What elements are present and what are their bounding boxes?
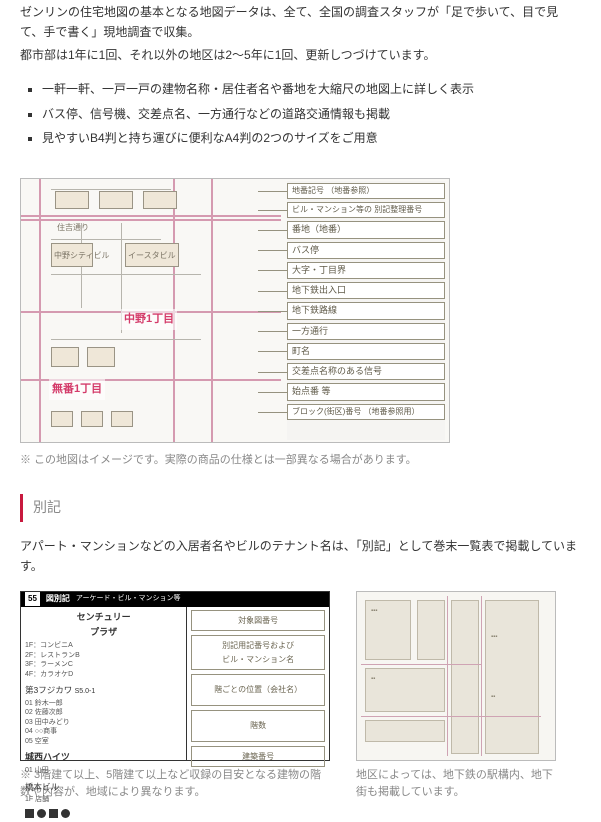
- figure-sample-map: 住吉通り 中野シティビル イースタビル 中野1丁目 無番1丁目 地番記号 （地番…: [20, 178, 450, 443]
- intro-line-1: ゼンリンの住宅地図の基本となる地図データは、全て、全国の調査スタッフが「足で歩い…: [20, 2, 581, 43]
- marker-icon: [49, 809, 58, 818]
- map-area-label-2: 無番1丁目: [49, 379, 105, 400]
- legend-item: ビル・マンション等の 別記整理番号: [287, 202, 445, 218]
- legend-item: 交差点名称のある信号: [287, 363, 445, 380]
- fig2-building-name: 橋本ビル: [25, 780, 182, 794]
- legend-item: バス停: [287, 242, 445, 259]
- fig2-line: 3F：ラーメンC: [25, 660, 182, 669]
- fig2-line: 2F：レストランB: [25, 651, 182, 660]
- fig3-tiny-label: ▪▪: [371, 674, 375, 684]
- fig2-right-label: 別記用記番号および ビル・マンション名: [191, 635, 325, 670]
- fig2-line: 02 佐藤次郎: [25, 708, 182, 717]
- intro-paragraph: ゼンリンの住宅地図の基本となる地図データは、全て、全国の調査スタッフが「足で歩い…: [20, 2, 581, 65]
- fig2-icon-row: [25, 809, 182, 818]
- fig2-right-label: 建築番号: [191, 746, 325, 768]
- fig2-right-label: 階ごとの位置（会社名）: [191, 674, 325, 706]
- fig2-right-label: 階数: [191, 710, 325, 742]
- fig2-header-title: 図別記: [46, 592, 70, 606]
- legend-item: 地番記号 （地番参照）: [287, 183, 445, 199]
- legend-item: 大字・丁目界: [287, 262, 445, 279]
- feature-list: 一軒一軒、一戸一戸の建物名称・居住者名や番地を大縮尺の地図上に詳しく表示 バス停…: [20, 79, 581, 148]
- legend-item: 始点番 等: [287, 383, 445, 400]
- section-lead-bekki: アパート・マンションなどの入居者名やビルのテナント名は、「別記」として巻末一覧表…: [20, 536, 581, 577]
- fig2-line: 4F：カラオケD: [25, 670, 182, 679]
- figure-station-map: ▪▪▪ ▪▪ ▪▪▪ ▪▪: [356, 591, 556, 761]
- fig2-line: 03 田中みどり: [25, 718, 182, 727]
- fig2-page-number: 55: [25, 592, 40, 606]
- fig2-right-label: 対象図番号: [191, 610, 325, 632]
- map-area-label-1: 中野1丁目: [121, 309, 177, 330]
- intro-line-2: 都市部は1年に1回、それ以外の地区は2～5年に1回、更新しつづけています。: [20, 45, 581, 65]
- feature-item: 一軒一軒、一戸一戸の建物名称・居住者名や番地を大縮尺の地図上に詳しく表示: [42, 79, 581, 99]
- fig2-line: 1F 店舗: [25, 795, 182, 804]
- marker-icon: [25, 809, 34, 818]
- section-heading-bekki: 別記: [20, 494, 581, 522]
- legend-item: 地下鉄路線: [287, 302, 445, 319]
- legend-item: 一方通行: [287, 323, 445, 340]
- legend-item: ブロック(街区)番号 （地番参照用）: [287, 404, 445, 420]
- figure-1-caption: ※ この地図はイメージです。実際の商品の仕様とは一部異なる場合があります。: [20, 451, 581, 470]
- fig3-tiny-label: ▪▪▪: [371, 606, 377, 616]
- legend-item: 番地（地番）: [287, 221, 445, 238]
- fig3-tiny-label: ▪▪▪: [491, 632, 497, 642]
- fig2-line: 01 鈴木一郎: [25, 699, 182, 708]
- figure-bekki-table: 55 図別記 アーケード・ビル・マンション等 センチュリー プラザ 1F：コンビ…: [20, 591, 330, 761]
- fig2-building-name: 第3フジカワ S5.0-1: [25, 683, 182, 698]
- figure-3-caption: 地区によっては、地下鉄の駅構内、地下街も掲載しています。: [356, 767, 556, 802]
- fig3-tiny-label: ▪▪: [491, 692, 495, 702]
- map-bldg-label: 中野シティビル: [54, 249, 110, 263]
- marker-icon: [37, 809, 46, 818]
- feature-item: バス停、信号機、交差点名、一方通行などの道路交通情報も掲載: [42, 104, 581, 124]
- map-bldg-label: イースタビル: [128, 249, 176, 263]
- fig2-line: 1F：コンビニA: [25, 641, 182, 650]
- map-legend: 地番記号 （地番参照） ビル・マンション等の 別記整理番号 番地（地番） バス停…: [287, 181, 445, 440]
- marker-icon: [61, 809, 70, 818]
- legend-item: 地下鉄出入口: [287, 282, 445, 299]
- fig2-header: 55 図別記 アーケード・ビル・マンション等: [21, 592, 329, 607]
- legend-item: 町名: [287, 343, 445, 360]
- map-street-label: 住吉通り: [57, 221, 89, 235]
- fig2-building-name: センチュリー プラザ: [25, 610, 182, 641]
- feature-item: 見やすいB4判と持ち運びに便利なA4判の2つのサイズをご用意: [42, 128, 581, 148]
- fig2-line: 04 ○○商事: [25, 727, 182, 736]
- fig2-line: 05 空室: [25, 737, 182, 746]
- fig2-line: 01 山田: [25, 766, 182, 775]
- fig2-building-name: 城西ハイツ: [25, 750, 182, 765]
- fig2-header-sub: アーケード・ビル・マンション等: [76, 593, 181, 605]
